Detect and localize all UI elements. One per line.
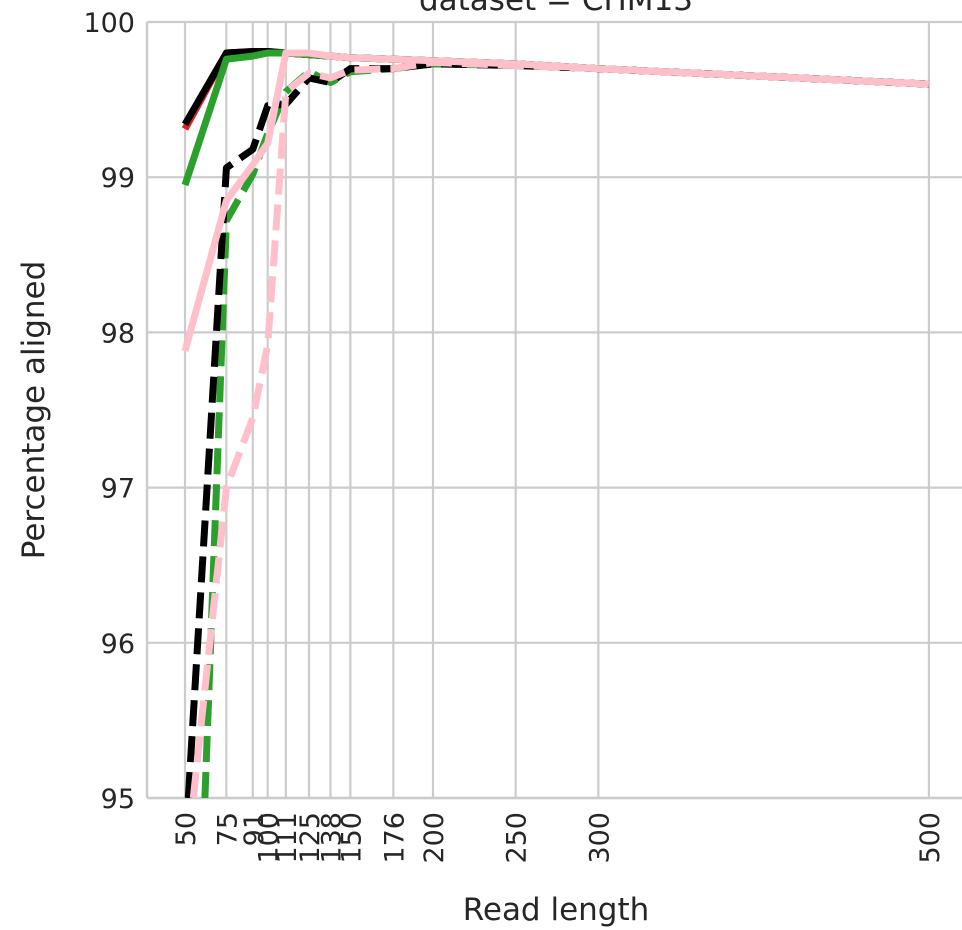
series-line-3 [181,49,930,187]
y-tick-label-95: 95 [101,784,135,815]
y-tick-labels: 95 96 97 98 99 100 [83,8,135,815]
x-gridlines [183,22,931,798]
x-tick-label-200: 200 [419,812,450,864]
y-tick-label-99: 99 [101,163,135,194]
axis-spines [145,22,962,800]
x-tick-label-111: 111 [272,812,303,864]
series-line-2 [181,48,930,127]
x-tick-label-150: 150 [336,812,367,864]
series-line-7 [181,49,930,352]
x-tick-label-176: 176 [379,812,410,864]
x-tick-label-125: 125 [295,812,326,864]
x-tick-label-138: 138 [316,812,347,864]
y-tick-label-98: 98 [101,318,135,349]
y-axis-label: Percentage aligned [16,261,52,560]
y-tick-label-100: 100 [83,8,135,39]
x-tick-label-100: 100 [254,812,285,864]
series-line-4 [201,60,930,798]
x-axis-label: Read length [463,892,650,928]
x-tick-label-250: 250 [502,812,533,864]
x-tick-label-91: 91 [239,812,270,846]
y-tick-label-97: 97 [101,474,135,505]
series-line-5 [184,60,930,798]
x-tick-label-50: 50 [171,812,202,846]
series-line-6 [189,58,930,798]
y-tick-label-96: 96 [101,629,135,660]
x-tick-label-75: 75 [212,812,243,846]
series-layer [181,48,930,798]
chart-title: dataset = CHM13 [419,0,693,18]
x-tick-label-300: 300 [584,812,615,864]
x-tick-label-500: 500 [915,812,946,864]
